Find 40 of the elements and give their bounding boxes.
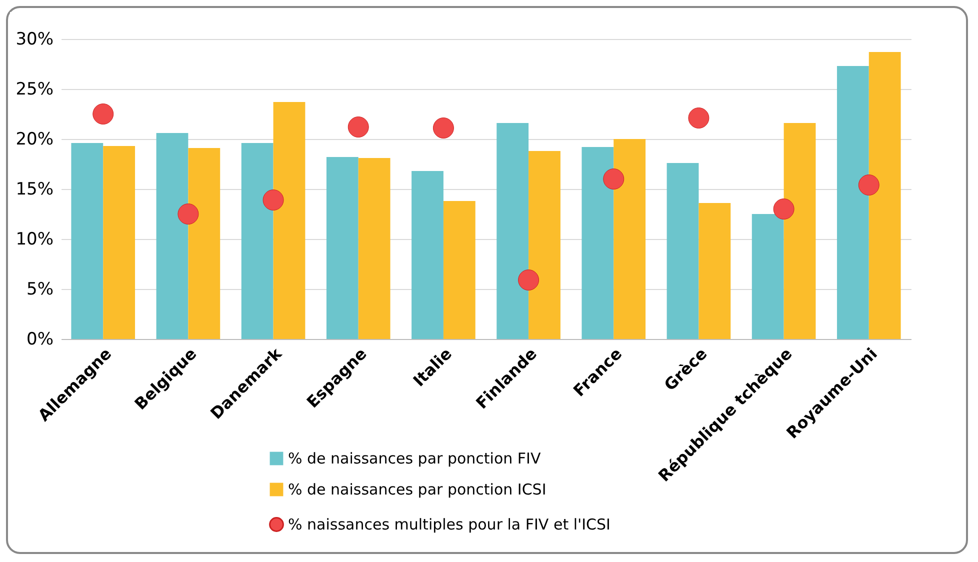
bar <box>412 171 444 339</box>
point <box>603 168 624 190</box>
bar <box>868 52 901 339</box>
point <box>432 118 454 138</box>
bar <box>241 143 274 339</box>
bar <box>698 203 731 339</box>
point <box>518 270 540 290</box>
bar <box>326 157 358 339</box>
point <box>773 198 794 220</box>
bar <box>582 147 614 339</box>
point <box>178 204 199 224</box>
legend-label: % de naissances par ponction ICSI <box>288 480 546 498</box>
bar <box>666 163 699 339</box>
point <box>262 190 284 210</box>
bar <box>358 158 390 339</box>
bar <box>836 66 869 339</box>
bar <box>614 139 646 339</box>
bar <box>273 102 306 339</box>
y-tick-label: 30% <box>16 30 54 50</box>
bar <box>443 201 476 339</box>
y-tick-label: 5% <box>26 280 54 300</box>
bar <box>752 214 784 339</box>
legend-label: % naissances multiples pour la FIV et l'ICSI <box>288 516 610 534</box>
y-tick-label: 20% <box>16 130 54 150</box>
y-tick-label: 25% <box>16 80 54 100</box>
point <box>858 174 880 196</box>
point <box>92 104 114 124</box>
legend-label: % de naissances par ponction FIV <box>288 450 542 468</box>
y-tick-label: 10% <box>16 230 54 250</box>
bar <box>496 123 529 339</box>
y-tick-label: 15% <box>16 180 54 200</box>
bar <box>156 133 188 339</box>
bar <box>528 151 560 339</box>
y-tick-label: 0% <box>26 330 54 350</box>
point <box>688 108 710 128</box>
bar <box>188 148 220 339</box>
bar <box>103 146 136 339</box>
bar <box>784 123 816 339</box>
bar <box>71 143 104 339</box>
point <box>348 116 369 138</box>
